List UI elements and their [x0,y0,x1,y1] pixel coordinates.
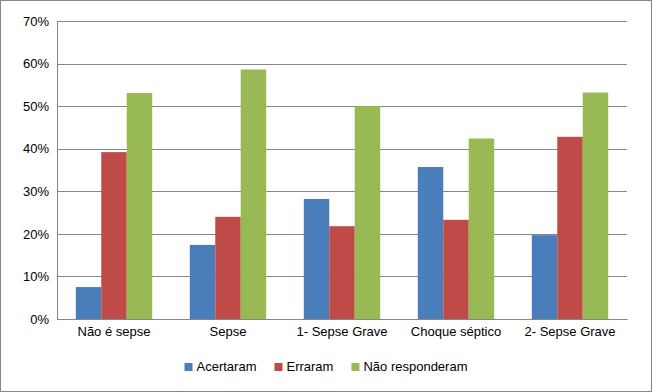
x-tick: Não é sepse [78,319,151,339]
legend-label: Erraram [286,359,333,374]
x-tick-label: 1- Sepse Grave [296,324,387,339]
x-tick-label: Choque séptico [411,324,501,339]
bar-series [127,70,608,319]
chart: 0% 10% 20% 30% 40% 50% 60% 70% Não é sepse Sepse 1… [0,0,652,392]
y-tick-label: 30% [23,184,49,199]
bar [76,287,101,319]
bar [215,217,240,319]
bar [469,138,494,319]
y-tick: 30% [23,184,57,199]
y-tick: 60% [23,56,57,71]
x-tick-label: Não é sepse [78,324,151,339]
plot: 0% 10% 20% 30% 40% 50% 60% 70% Não é sepse Sepse 1… [23,14,628,340]
y-tick: 0% [30,312,57,327]
bar [329,226,354,319]
legend-swatch [351,363,359,371]
grid-line [57,64,627,65]
x-tick: Sepse [210,319,247,339]
bar [304,199,329,319]
bar [241,70,266,319]
bar [532,235,557,319]
x-tick: Choque séptico [411,319,501,339]
legend-label: Acertaram [197,359,257,374]
bar [557,137,582,319]
y-axis-line [57,22,58,320]
y-tick: 40% [23,141,57,156]
y-tick-label: 20% [23,227,49,242]
bar [127,93,152,319]
x-tick-label: Sepse [210,324,247,339]
bar [101,152,126,319]
bar [190,245,215,319]
x-tick: 1- Sepse Grave [296,319,387,339]
bars [76,70,608,319]
x-tick-label: 2- Sepse Grave [524,324,615,339]
y-tick: 10% [23,269,57,284]
grid-line [57,21,627,22]
x-tick: 2- Sepse Grave [524,319,615,339]
y-tick-label: 70% [23,14,49,29]
y-axis: 0% 10% 20% 30% 40% 50% 60% 70% [23,14,58,327]
y-tick-label: 10% [23,269,49,284]
bar [418,167,443,319]
y-tick: 20% [23,227,57,242]
x-axis: Não é sepse Sepse 1- Sepse Grave Choque sép… [58,319,628,339]
y-tick-label: 0% [30,312,49,327]
y-tick-label: 60% [23,56,49,71]
x-axis-line [58,319,628,320]
bar [355,106,380,319]
legend-item: Acertaram [185,359,257,374]
y-tick: 50% [23,99,57,114]
bar [583,93,608,319]
legend: Acertaram Erraram Não responderam [185,359,468,374]
grid [57,22,627,320]
legend-swatch [185,363,193,371]
legend-item: Erraram [274,359,333,374]
chart-frame [1,1,652,392]
grid-line [57,319,627,320]
bar [443,220,468,319]
y-tick-label: 50% [23,99,49,114]
y-tick-label: 40% [23,141,49,156]
legend-item: Não responderam [351,359,467,374]
y-tick: 70% [23,14,57,29]
bar-series [101,137,582,319]
legend-swatch [274,363,282,371]
legend-label: Não responderam [363,359,467,374]
